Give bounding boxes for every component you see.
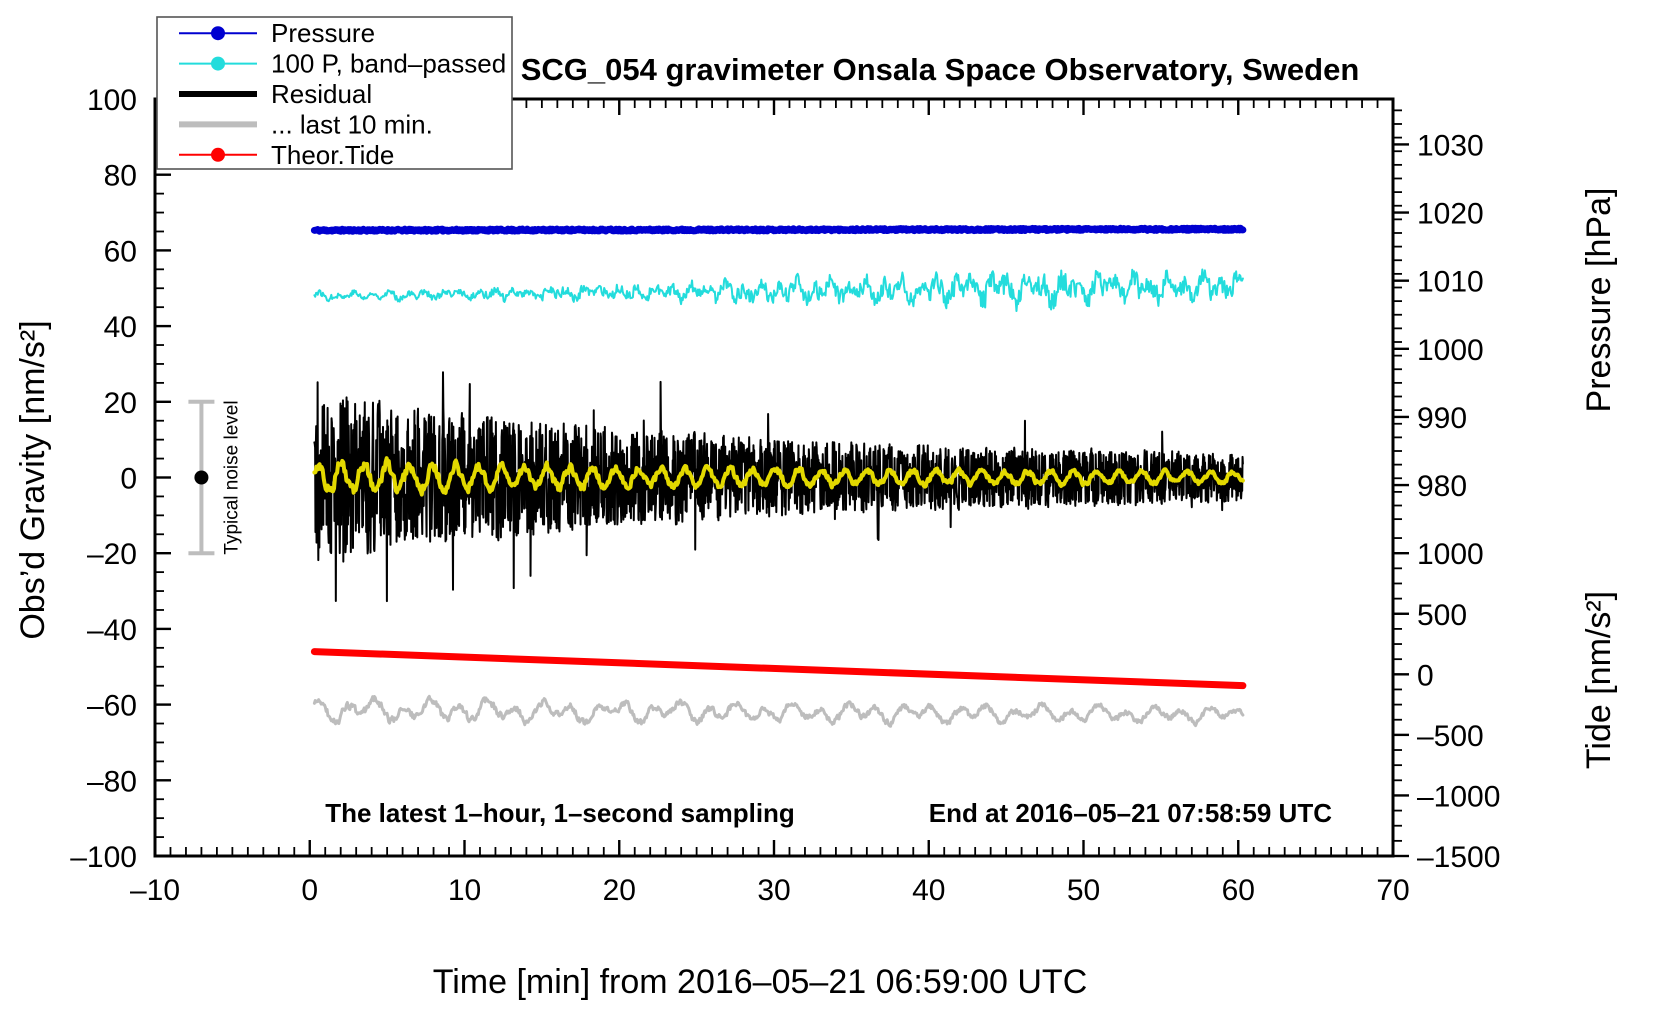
y-tick-label: –80 xyxy=(87,765,137,798)
right-tide-tick-label: 0 xyxy=(1417,659,1434,692)
x-tick-label: 30 xyxy=(757,874,790,907)
y-tick-label: 40 xyxy=(104,311,137,344)
axes-group: –10 0 10 20 30 40 50 60 70–100–80–60–40–20020406… xyxy=(70,84,1500,907)
right-tide-tick-label: 1000 xyxy=(1417,538,1484,571)
y-axis-title: Obs’d Gravity [nm/s²] xyxy=(14,320,52,639)
right-pressure-tick-label: 980 xyxy=(1417,470,1467,503)
sampling-note: The latest 1–hour, 1–second sampling xyxy=(325,798,795,828)
right-tide-tick-label: 500 xyxy=(1417,599,1467,632)
right-pressure-tick-label: 1030 xyxy=(1417,129,1484,162)
y-tick-label: –20 xyxy=(87,538,137,571)
legend-item[interactable]: 100 P, band–passed xyxy=(179,49,506,79)
right-tide-tick-label: –1000 xyxy=(1417,780,1500,813)
y-tick-label: 20 xyxy=(104,387,137,420)
right-pressure-tick-label: 1020 xyxy=(1417,198,1484,231)
right-pressure-tick-label: 990 xyxy=(1417,402,1467,435)
legend-marker-dot-icon xyxy=(211,56,225,71)
legend-item[interactable]: Residual xyxy=(179,79,372,109)
legend-item[interactable]: Theor.Tide xyxy=(179,140,394,170)
trace-theor-tide xyxy=(310,648,1247,690)
x-tick-label: 10 xyxy=(448,874,481,907)
x-tick-label: 20 xyxy=(603,874,636,907)
y-tick-label: –40 xyxy=(87,614,137,647)
legend-marker-dot-icon xyxy=(211,147,225,162)
page-title: SCG_054 gravimeter Onsala Space Observat… xyxy=(521,52,1360,87)
y-tick-label: 80 xyxy=(104,160,137,193)
y-tick-label: –60 xyxy=(87,690,137,723)
legend-item[interactable]: Pressure xyxy=(179,18,375,48)
y-tick-label: 100 xyxy=(87,84,137,117)
x-tick-label: 60 xyxy=(1222,874,1255,907)
right-pressure-tick-label: 1010 xyxy=(1417,266,1484,299)
end-time-note: End at 2016–05–21 07:58:59 UTC xyxy=(929,798,1332,828)
y-tick-label: 60 xyxy=(104,235,137,268)
y-tick-label: 0 xyxy=(120,463,137,496)
legend-label: Pressure xyxy=(271,18,375,48)
x-tick-label: –10 xyxy=(130,874,180,907)
trace-band-passed xyxy=(313,268,1244,313)
x-axis-title: Time [min] from 2016–05–21 06:59:00 UTC xyxy=(433,963,1088,1001)
legend-marker-dot-icon xyxy=(211,26,225,41)
legend-label: ... last 10 min. xyxy=(271,109,433,139)
x-tick-label: 70 xyxy=(1376,874,1409,907)
annotations-group: Typical noise level The latest 1–hour, 1–… xyxy=(188,399,1332,828)
right-axis-title-pressure: Pressure [hPa] xyxy=(1580,188,1618,413)
noise-level-label: Typical noise level xyxy=(221,400,242,554)
legend-label: Theor.Tide xyxy=(271,140,394,170)
right-tide-tick-label: –500 xyxy=(1417,720,1484,753)
x-tick-label: 40 xyxy=(912,874,945,907)
legend-label: Residual xyxy=(271,79,372,109)
y-tick-label: –100 xyxy=(70,841,137,874)
x-tick-label: 0 xyxy=(301,874,318,907)
legend-label: 100 P, band–passed xyxy=(271,49,506,79)
noise-bar-point xyxy=(194,470,209,485)
trace-smoothed-residual xyxy=(312,456,1245,497)
legend-item[interactable]: ... last 10 min. xyxy=(179,109,433,139)
right-axis-title-tide: Tide [nm/s²] xyxy=(1580,591,1618,769)
right-tide-tick-label: –1500 xyxy=(1417,841,1500,874)
right-pressure-tick-label: 1000 xyxy=(1417,334,1484,367)
trace-last-10-min xyxy=(312,694,1245,728)
trace-pressure xyxy=(310,224,1247,235)
x-tick-label: 50 xyxy=(1067,874,1100,907)
data-traces-group xyxy=(310,224,1247,728)
